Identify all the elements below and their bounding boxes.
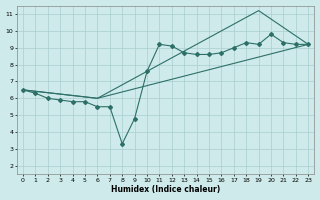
X-axis label: Humidex (Indice chaleur): Humidex (Indice chaleur) (111, 185, 220, 194)
